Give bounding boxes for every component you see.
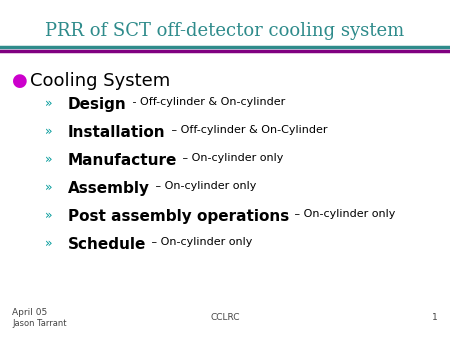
Text: 1: 1 — [432, 313, 438, 322]
Text: Installation: Installation — [68, 125, 166, 140]
Text: April 05: April 05 — [12, 308, 47, 317]
Text: Design: Design — [68, 97, 127, 112]
Text: – On-cylinder only: – On-cylinder only — [180, 153, 284, 163]
Text: »: » — [45, 237, 53, 250]
Text: »: » — [45, 97, 53, 110]
Text: »: » — [45, 209, 53, 222]
Text: – On-cylinder only: – On-cylinder only — [152, 181, 256, 191]
Text: CCLRC: CCLRC — [210, 313, 240, 322]
Text: – On-cylinder only: – On-cylinder only — [148, 237, 253, 247]
Text: – Off-cylinder & On-Cylinder: – Off-cylinder & On-Cylinder — [167, 125, 327, 135]
Text: ●: ● — [12, 72, 28, 90]
Text: »: » — [45, 153, 53, 166]
Text: PRR of SCT off-detector cooling system: PRR of SCT off-detector cooling system — [45, 22, 405, 40]
Text: »: » — [45, 181, 53, 194]
Text: Schedule: Schedule — [68, 237, 146, 252]
Text: – On-cylinder only: – On-cylinder only — [291, 209, 396, 219]
Text: Cooling System: Cooling System — [30, 72, 170, 90]
Text: - Off-cylinder & On-cylinder: - Off-cylinder & On-cylinder — [129, 97, 285, 107]
Text: »: » — [45, 125, 53, 138]
Text: Jason Tarrant: Jason Tarrant — [12, 319, 67, 328]
Text: Manufacture: Manufacture — [68, 153, 177, 168]
Text: Assembly: Assembly — [68, 181, 150, 196]
Text: Post assembly operations: Post assembly operations — [68, 209, 289, 224]
